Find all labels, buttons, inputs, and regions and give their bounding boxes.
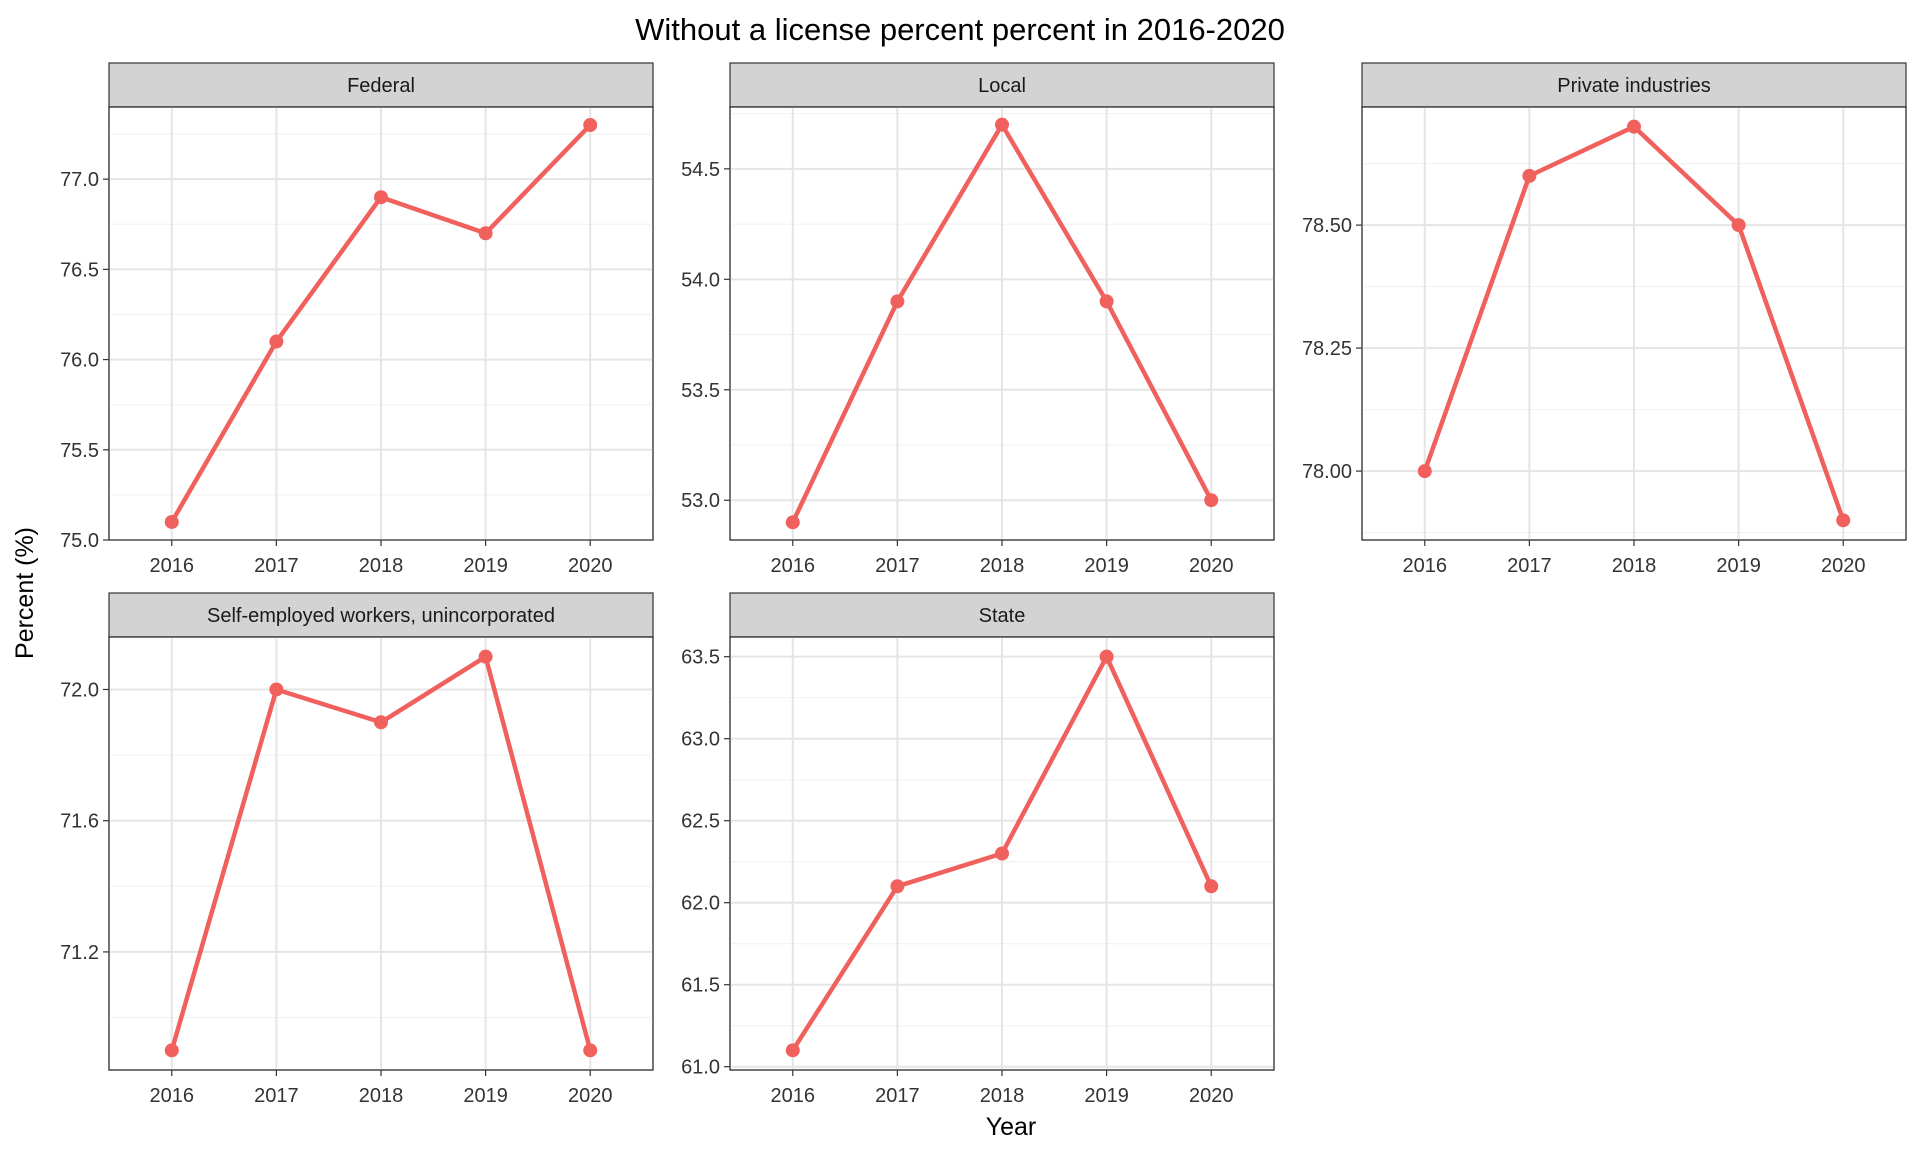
data-point — [785, 515, 800, 530]
x-tick-label: 2017 — [1507, 555, 1552, 577]
facet-title: Private industries — [1557, 75, 1710, 97]
panel-border — [108, 106, 654, 541]
data-point — [164, 514, 179, 529]
y-tick-label: 75.5 — [60, 440, 99, 462]
x-tick-label: 2018 — [980, 555, 1025, 577]
data-point — [478, 649, 493, 664]
x-tick-label: 2018 — [359, 555, 404, 577]
y-tick-label: 78.25 — [1302, 338, 1352, 360]
data-point — [890, 879, 905, 894]
data-point — [890, 294, 905, 309]
data-point — [478, 226, 493, 241]
x-tick-label: 2017 — [254, 555, 299, 577]
y-tick-label: 71.6 — [60, 811, 99, 833]
y-tick-label: 72.0 — [60, 679, 99, 701]
facet-title: State — [979, 605, 1026, 627]
x-tick-label: 2017 — [875, 1085, 920, 1107]
y-tick-label: 53.5 — [681, 380, 720, 402]
data-point — [1627, 119, 1641, 134]
facet-panels: Federal 75.0 75.5 76.0 76.5 77.0 2016 2017 2018 2… — [60, 62, 1907, 1107]
x-tick-label: 2020 — [568, 1085, 613, 1107]
x-axis-title: Year — [986, 1113, 1037, 1141]
facet-title: Self-employed workers, unincorporated — [207, 605, 555, 627]
data-point — [164, 1043, 179, 1058]
x-tick-label: 2020 — [1189, 555, 1234, 577]
y-tick-label: 78.00 — [1302, 461, 1352, 483]
data-point — [269, 334, 284, 349]
facet-panel: Self-employed workers, unincorporated 71.… — [60, 592, 654, 1107]
y-tick-label: 61.5 — [681, 975, 720, 997]
facet-strip — [108, 592, 654, 638]
y-tick-label: 63.5 — [681, 647, 720, 669]
y-tick-label: 54.0 — [681, 269, 720, 291]
x-tick-label: 2016 — [150, 555, 195, 577]
facet-strip — [1361, 62, 1907, 108]
x-tick-label: 2019 — [1716, 555, 1761, 577]
facet-strip — [729, 62, 1275, 108]
x-tick-label: 2017 — [875, 555, 920, 577]
x-tick-label: 2016 — [771, 1085, 816, 1107]
y-tick-label: 77.0 — [60, 169, 99, 191]
panel-border — [108, 636, 654, 1071]
facet-title: Local — [978, 75, 1026, 97]
x-tick-label: 2019 — [463, 555, 508, 577]
panel-border — [1361, 106, 1907, 541]
facet-strip — [729, 592, 1275, 638]
data-point — [995, 846, 1009, 861]
y-tick-label: 63.0 — [681, 729, 720, 751]
y-tick-label: 53.0 — [681, 490, 720, 512]
x-tick-label: 2018 — [1612, 555, 1657, 577]
facet-panel: State 61.0 61.5 62.0 62.5 63.0 63.5 2016 2017 201… — [681, 592, 1275, 1107]
data-point — [1204, 493, 1219, 508]
panel-border — [729, 106, 1275, 541]
y-tick-label: 75.0 — [60, 530, 99, 552]
x-tick-label: 2017 — [254, 1085, 299, 1107]
y-tick-label: 71.2 — [60, 942, 99, 964]
x-tick-label: 2016 — [1403, 555, 1448, 577]
facet-panel: Local 53.0 53.5 54.0 54.5 2016 2017 2018 2019 202… — [681, 62, 1275, 577]
data-point — [1836, 513, 1851, 528]
y-axis-title: Percent (%) — [11, 527, 39, 659]
x-tick-label: 2020 — [568, 555, 613, 577]
panel-border — [729, 636, 1275, 1071]
y-tick-label: 76.5 — [60, 259, 99, 281]
y-tick-label: 76.0 — [60, 350, 99, 372]
data-point — [785, 1043, 800, 1058]
data-point — [583, 1043, 598, 1058]
y-tick-label: 54.5 — [681, 159, 720, 181]
x-tick-label: 2019 — [463, 1085, 508, 1107]
data-point — [1204, 879, 1219, 894]
y-tick-label: 62.5 — [681, 811, 720, 833]
data-point — [374, 715, 388, 730]
y-tick-label: 62.0 — [681, 893, 720, 915]
facet-title: Federal — [347, 75, 415, 97]
x-tick-label: 2018 — [359, 1085, 404, 1107]
y-tick-label: 78.50 — [1302, 215, 1352, 237]
data-point — [1099, 649, 1114, 664]
facet-strip — [108, 62, 654, 108]
data-point — [1099, 294, 1114, 309]
data-point — [1731, 218, 1746, 233]
data-point — [995, 117, 1009, 132]
facet-panel: Private industries 78.00 78.25 78.50 2016 201… — [1302, 62, 1907, 577]
data-point — [583, 118, 598, 133]
x-tick-label: 2016 — [771, 555, 816, 577]
x-tick-label: 2018 — [980, 1085, 1025, 1107]
data-point — [1522, 168, 1537, 183]
x-tick-label: 2020 — [1821, 555, 1866, 577]
x-tick-label: 2019 — [1084, 1085, 1129, 1107]
x-tick-label: 2016 — [150, 1085, 195, 1107]
facet-panel: Federal 75.0 75.5 76.0 76.5 77.0 2016 2017 2018 2… — [60, 62, 654, 577]
data-point — [374, 190, 388, 205]
data-point — [269, 682, 284, 697]
chart-title: Without a license percent percent in 201… — [635, 12, 1285, 47]
x-tick-label: 2020 — [1189, 1085, 1234, 1107]
x-tick-label: 2019 — [1084, 555, 1129, 577]
data-point — [1417, 464, 1432, 479]
y-tick-label: 61.0 — [681, 1057, 720, 1079]
